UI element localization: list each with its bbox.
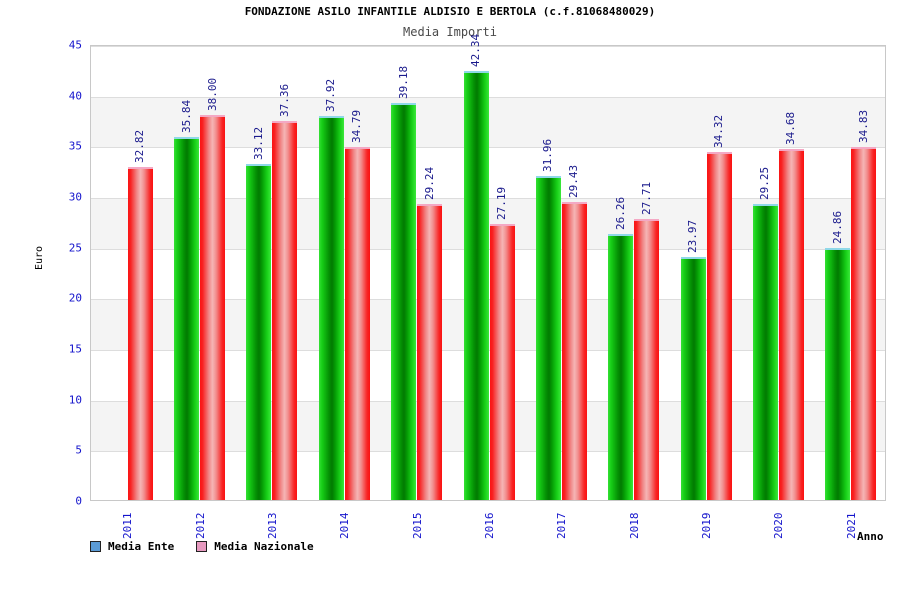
y-axis-tick-label: 35 xyxy=(68,139,82,153)
bar-media-ente-2020[interactable] xyxy=(752,203,778,500)
x-axis-tick-label: 2011 xyxy=(121,512,135,540)
bar-value-label: 34.68 xyxy=(784,111,798,145)
bar-value-label: 34.32 xyxy=(712,115,726,149)
bar-value-label: 35.84 xyxy=(179,99,193,133)
bar-value-label: 29.43 xyxy=(567,164,581,198)
bar-media-ente-2016[interactable] xyxy=(463,70,489,500)
y-axis-tick-label: 10 xyxy=(68,393,82,407)
bar-value-label: 37.92 xyxy=(324,78,338,112)
bar-value-label: 27.19 xyxy=(495,187,508,221)
bar-value-label: 23.97 xyxy=(686,219,700,254)
bar-media-nazionale-2014[interactable] xyxy=(344,147,370,500)
x-axis-tick-label: 2012 xyxy=(193,512,207,540)
bar-value-label: 42.34 xyxy=(469,33,482,67)
bar-value-label: 32.82 xyxy=(133,130,147,164)
y-axis-tick-label: 5 xyxy=(75,443,82,457)
x-axis-tick-label: 2016 xyxy=(483,512,496,540)
bar-media-ente-2012[interactable] xyxy=(174,136,200,500)
y-axis-tick-label: 30 xyxy=(68,190,82,204)
bar-value-label: 26.26 xyxy=(613,196,627,230)
legend-label: Media Ente xyxy=(108,540,175,553)
x-axis-tick-label: 2018 xyxy=(627,512,641,540)
bar-media-nazionale-2011[interactable] xyxy=(127,167,153,500)
bar-value-label: 29.24 xyxy=(422,166,436,200)
bar-media-ente-2014[interactable] xyxy=(318,115,344,500)
plot-area: 32.82 35.84 38.00 33.12 37.36 37.92 34.79 39.18… xyxy=(90,34,886,501)
legend-label: Media Nazionale xyxy=(214,540,314,553)
bar-media-nazionale-2013[interactable] xyxy=(272,121,298,500)
bar-value-label: 29.25 xyxy=(758,166,772,200)
legend-item-media-ente[interactable]: Media Ente xyxy=(90,540,174,553)
bar-media-nazionale-2021[interactable] xyxy=(851,147,877,500)
bar-media-ente-2019[interactable] xyxy=(680,257,706,500)
chart-title: FONDAZIONE ASILO INFANTILE ALDISIO E BER… xyxy=(244,5,656,18)
bar-media-nazionale-2015[interactable] xyxy=(417,203,443,500)
bar-media-nazionale-2017[interactable] xyxy=(561,201,587,500)
y-axis-tick-label: 25 xyxy=(68,241,82,255)
x-axis-tick-label: 2020 xyxy=(772,512,786,540)
bar-media-ente-2017[interactable] xyxy=(535,176,561,500)
bar-media-ente-2021[interactable] xyxy=(825,248,851,500)
x-axis-title: Anno xyxy=(857,530,884,543)
bar-value-label: 31.96 xyxy=(541,139,555,173)
x-axis-tick-label: 2017 xyxy=(555,512,569,540)
bar-value-label: 33.12 xyxy=(251,127,265,161)
bar-media-nazionale-2018[interactable] xyxy=(634,219,660,500)
y-axis-tick-label: 15 xyxy=(68,342,82,356)
y-axis-tick-label: 40 xyxy=(68,89,82,103)
x-axis-tick-label: 2021 xyxy=(844,512,858,540)
legend-swatch-icon xyxy=(90,541,101,552)
bar-media-nazionale-2019[interactable] xyxy=(706,152,732,500)
y-axis-tick-label: 45 xyxy=(68,38,82,52)
bar-value-label: 27.71 xyxy=(639,182,653,216)
bar-value-label: 34.79 xyxy=(350,110,364,144)
bar-value-label: 24.86 xyxy=(830,210,844,245)
y-axis-tick-label: 0 xyxy=(75,494,82,508)
legend-item-media-nazionale[interactable]: Media Nazionale xyxy=(196,540,314,553)
chart-subtitle: Media Importi xyxy=(403,25,497,39)
bar-value-label: 38.00 xyxy=(205,77,219,111)
bar-media-ente-2013[interactable] xyxy=(246,164,272,500)
chart-legend: Media Ente Media Nazionale xyxy=(90,540,314,553)
x-axis-tick-label: 2013 xyxy=(265,512,279,540)
bar-media-nazionale-2020[interactable] xyxy=(778,148,804,500)
bar-value-label: 39.18 xyxy=(396,65,410,99)
legend-swatch-icon xyxy=(196,541,208,552)
x-axis-tick-label: 2015 xyxy=(410,512,424,540)
bar-value-label: 34.83 xyxy=(856,109,870,144)
bar-media-nazionale-2012[interactable] xyxy=(200,114,226,500)
y-axis-tick-label: 20 xyxy=(68,291,82,305)
bar-value-label: 37.36 xyxy=(277,84,291,118)
bar-media-nazionale-2016[interactable] xyxy=(489,224,515,500)
bar-media-ente-2015[interactable] xyxy=(391,102,417,500)
grid-line xyxy=(91,46,885,47)
x-axis-tick-label: 2014 xyxy=(338,512,352,540)
bar-media-ente-2018[interactable] xyxy=(608,233,634,500)
x-axis-tick-label: 2019 xyxy=(700,512,714,540)
